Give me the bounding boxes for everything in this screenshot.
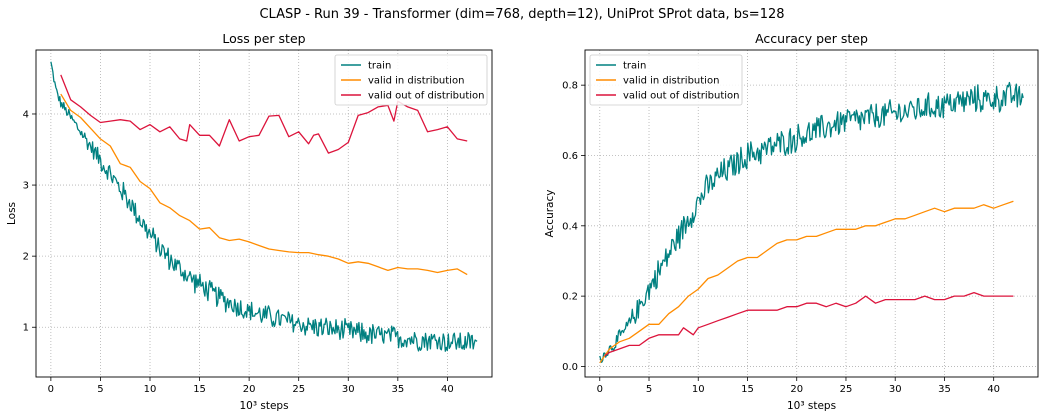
accuracy-ytick-label: 0.6 <box>562 151 578 162</box>
accuracy-series-valid-in-distribution <box>599 200 1014 364</box>
accuracy-legend: train valid in distribution valid out of d… <box>589 54 743 106</box>
loss-xtick-label: 10 <box>144 384 157 395</box>
accuracy-chart: 0 5 10 15 20 25 30 35 40 0.0 0.2 0.4 0.6 0.8 Accuracy … <box>544 31 1039 412</box>
loss-legend: train valid in distribution valid out of d… <box>334 54 488 106</box>
accuracy-xtick-label: 20 <box>790 384 803 395</box>
accuracy-ytick-label: 0.8 <box>562 81 578 92</box>
loss-chart-title: Loss per step <box>222 31 305 46</box>
accuracy-legend-label: valid out of distribution <box>623 91 740 102</box>
accuracy-xtick-label: 15 <box>741 384 754 395</box>
accuracy-xtick-label: 35 <box>938 384 951 395</box>
accuracy-series-valid-out-of-distribution <box>604 291 1014 357</box>
accuracy-xtick-label: 5 <box>646 384 652 395</box>
loss-xtick-label: 35 <box>391 384 404 395</box>
accuracy-chart-title: Accuracy per step <box>755 31 868 46</box>
loss-ylabel: Loss <box>6 202 18 225</box>
accuracy-legend-label: valid in distribution <box>623 76 719 87</box>
accuracy-series-train <box>599 81 1024 363</box>
accuracy-xtick-label: 10 <box>692 384 705 395</box>
accuracy-xlabel: 10³ steps <box>787 400 836 412</box>
loss-plot-frame <box>35 49 493 378</box>
figure-title: CLASP - Run 39 - Transformer (dim=768, d… <box>259 7 784 22</box>
accuracy-legend-box <box>589 54 743 106</box>
accuracy-plot-frame <box>584 49 1039 378</box>
loss-series-valid-in-distribution <box>60 93 468 276</box>
loss-xtick-label: 30 <box>342 384 355 395</box>
loss-legend-label: train <box>368 61 391 72</box>
loss-ytick-label: 1 <box>23 323 29 334</box>
loss-xtick-label: 40 <box>441 384 454 395</box>
loss-ytick-label: 2 <box>23 252 29 263</box>
accuracy-legend-label: train <box>623 61 646 72</box>
accuracy-ytick-label: 0.0 <box>562 362 578 373</box>
loss-legend-label: valid out of distribution <box>368 91 485 102</box>
accuracy-xtick-label: 0 <box>597 384 603 395</box>
accuracy-xtick-label: 40 <box>987 384 1000 395</box>
loss-xtick-label: 0 <box>48 384 54 395</box>
loss-xlabel: 10³ steps <box>239 400 288 412</box>
accuracy-xtick-label: 30 <box>889 384 902 395</box>
loss-ytick-label: 4 <box>23 109 29 120</box>
loss-series-valid-out-of-distribution <box>60 74 468 154</box>
loss-legend-label: valid in distribution <box>368 76 464 87</box>
loss-xtick-label: 20 <box>243 384 256 395</box>
loss-legend-box <box>334 54 488 106</box>
loss-ytick-label: 3 <box>23 181 29 192</box>
loss-xtick-label: 5 <box>97 384 103 395</box>
loss-chart: 0 5 10 15 20 25 30 35 40 1 2 3 4 Loss per step 10³ ste… <box>6 31 493 412</box>
loss-xtick-label: 25 <box>292 384 305 395</box>
accuracy-ylabel: Accuracy <box>544 190 556 238</box>
accuracy-ytick-label: 0.4 <box>562 221 578 232</box>
accuracy-ytick-label: 0.2 <box>562 292 578 303</box>
loss-xtick-label: 15 <box>193 384 206 395</box>
loss-series-train <box>50 61 478 352</box>
accuracy-xtick-label: 25 <box>840 384 853 395</box>
